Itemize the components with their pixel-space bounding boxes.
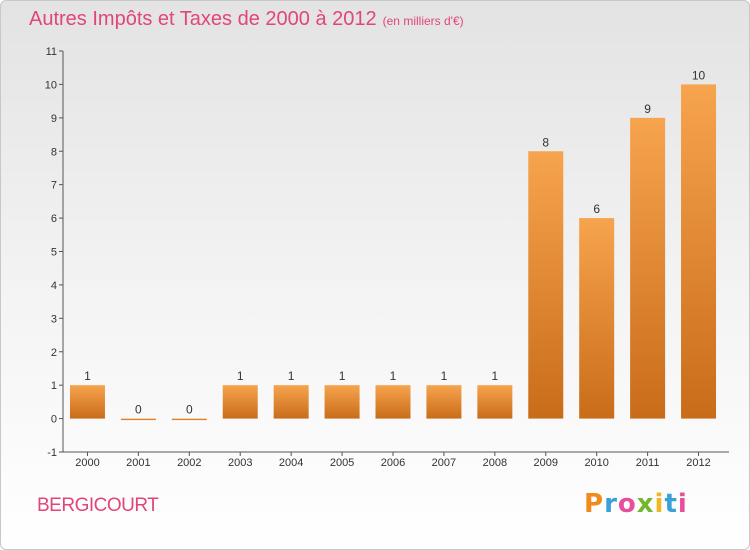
logo-letter: t (664, 489, 678, 519)
y-tick-label: 0 (51, 414, 57, 426)
logo-letter: r (604, 489, 618, 519)
x-tick-label: 2007 (432, 457, 456, 469)
x-tick-label: 2006 (381, 457, 405, 469)
x-tick-label: 2009 (534, 457, 558, 469)
y-tick-label: 5 (51, 247, 57, 259)
place-name: BERGICOURT (37, 495, 159, 516)
x-tick-label: 2004 (279, 457, 303, 469)
data-label: 0 (186, 403, 193, 417)
logo-letter: i (654, 489, 665, 519)
x-tick-label: 2003 (228, 457, 252, 469)
data-label: 1 (492, 369, 499, 383)
logo-letter: x (636, 489, 655, 519)
x-tick-label: 2011 (636, 457, 660, 469)
data-label: 6 (593, 202, 600, 216)
bar (630, 117, 666, 419)
proxiti-logo: Proxiti (584, 489, 688, 519)
y-tick-label: 6 (51, 213, 57, 225)
bar (120, 418, 156, 421)
x-tick-label: 2010 (584, 457, 608, 469)
data-label: 1 (339, 369, 346, 383)
y-tick-label: 2 (51, 347, 57, 359)
logo-letter: i (677, 489, 688, 519)
y-tick-label: 1 (51, 380, 57, 392)
bar (273, 385, 309, 419)
bar (324, 385, 360, 419)
bar (528, 151, 564, 419)
x-tick-label: 2008 (483, 457, 507, 469)
y-tick-label: 11 (46, 46, 57, 58)
chart-unit: (en milliers d'€) (382, 14, 464, 28)
x-tick-label: 2000 (75, 457, 99, 469)
data-label: 1 (84, 369, 91, 383)
data-label: 8 (542, 135, 549, 149)
y-tick-label: 3 (51, 313, 57, 325)
y-tick-label: 7 (51, 180, 57, 192)
data-label: 1 (288, 369, 295, 383)
bar (222, 385, 258, 419)
x-tick-label: 2005 (330, 457, 354, 469)
y-tick-label: 9 (51, 113, 57, 125)
bar (69, 385, 105, 419)
y-tick-label: 10 (45, 79, 57, 91)
y-tick-label: 8 (51, 146, 57, 158)
chart-title: Autres Impôts et Taxes de 2000 à 2012 (en… (29, 8, 464, 31)
y-tick-label: 4 (51, 280, 57, 292)
bar (579, 218, 615, 419)
bar (171, 418, 207, 421)
logo-letter: P (584, 489, 605, 519)
bar (375, 385, 411, 419)
x-tick-label: 2001 (126, 457, 150, 469)
data-label: 10 (692, 68, 706, 82)
data-label: 0 (135, 403, 142, 417)
x-tick-label: 2002 (177, 457, 201, 469)
data-label: 1 (390, 369, 397, 383)
bar (426, 385, 462, 419)
logo-letter: o (617, 489, 637, 519)
bar (681, 84, 717, 419)
data-label: 1 (237, 369, 244, 383)
x-tick-label: 2012 (686, 457, 710, 469)
chart-title-text: Autres Impôts et Taxes de 2000 à 2012 (29, 8, 377, 30)
bar (477, 385, 513, 419)
data-label: 9 (644, 102, 651, 116)
y-tick-label: -1 (47, 447, 57, 459)
data-label: 1 (441, 369, 448, 383)
